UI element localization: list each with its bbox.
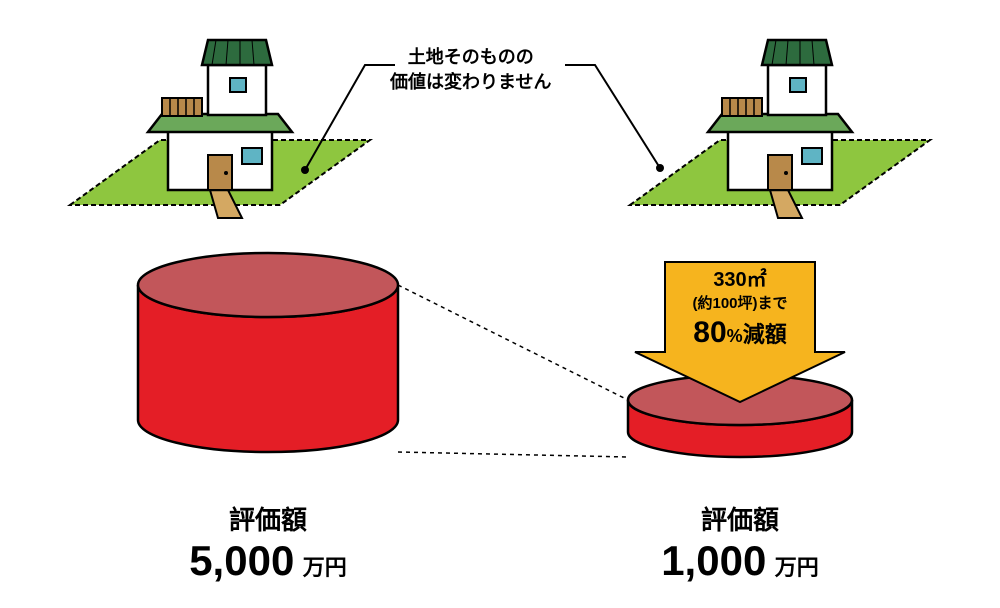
right-amount: 1,000 xyxy=(661,537,766,584)
svg-text:330㎡: 330㎡ xyxy=(713,267,766,291)
svg-text:(約100坪)まで: (約100坪)まで xyxy=(692,294,787,312)
large-cylinder xyxy=(138,253,398,452)
left-value-label: 評価額 5,000 万円 xyxy=(118,500,418,585)
right-value-label: 評価額 1,000 万円 xyxy=(590,500,890,585)
right-title: 評価額 xyxy=(590,500,890,537)
left-amount: 5,000 xyxy=(189,537,294,584)
right-unit: 万円 xyxy=(775,555,819,580)
callout-text: 土地そのものの 価値は変わりません xyxy=(390,45,551,95)
callout-line1: 土地そのものの xyxy=(408,47,534,67)
left-title: 評価額 xyxy=(118,500,418,537)
callout-line2: 価値は変わりません xyxy=(390,72,551,92)
cylinder-connectors xyxy=(398,285,628,457)
left-unit: 万円 xyxy=(303,555,347,580)
